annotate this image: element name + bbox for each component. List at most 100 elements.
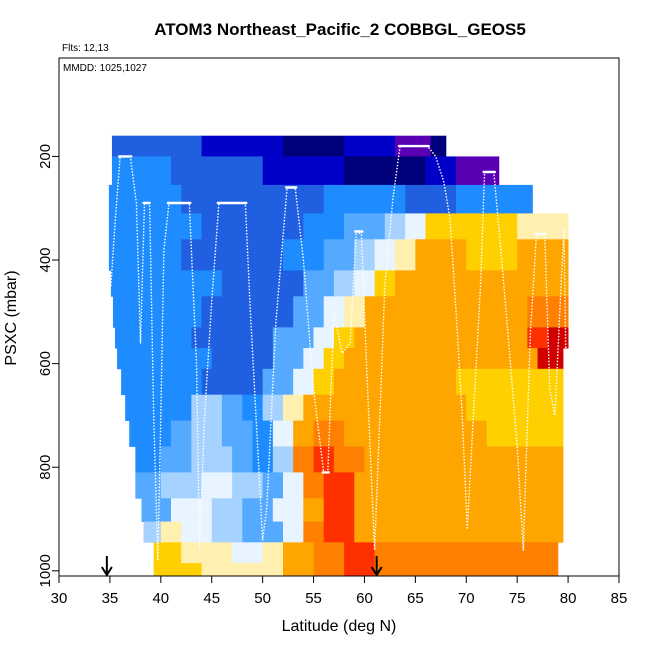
chart-title: ATOM3 Northeast_Pacific_2 COBBGL_GEOS5 xyxy=(154,20,526,39)
heatmap-cell xyxy=(324,239,355,270)
heatmap-cell xyxy=(426,213,452,239)
heatmap-cell xyxy=(303,213,344,239)
heatmap-cell xyxy=(161,472,202,498)
heatmap-cell xyxy=(517,213,568,239)
heatmap-cell xyxy=(273,348,304,369)
heatmap-cell xyxy=(263,369,294,395)
heatmap-cell xyxy=(344,296,365,327)
heatmap-cell xyxy=(202,563,243,576)
heatmap-cell xyxy=(109,213,202,239)
dates-label: MMDD: 1025,1027 xyxy=(63,63,147,74)
heatmap-cell xyxy=(354,498,563,522)
x-tick-label: 80 xyxy=(560,590,577,607)
heatmap-cell xyxy=(293,421,314,447)
heatmap-cell xyxy=(111,270,222,296)
heatmap-cell xyxy=(451,213,518,239)
heatmap-cell xyxy=(242,498,273,522)
heatmap-cell xyxy=(222,395,243,421)
heatmap-cell xyxy=(466,239,517,270)
heatmap-cell xyxy=(112,136,202,157)
y-tick-label: 600 xyxy=(37,351,54,376)
heatmap-cell xyxy=(303,472,324,498)
heatmap-cell xyxy=(252,447,273,473)
y-tick-label: 1000 xyxy=(37,554,54,587)
heatmap-cell xyxy=(263,542,284,563)
heatmap-cell xyxy=(324,522,355,543)
heatmap-cell xyxy=(117,348,212,369)
heatmap-cell xyxy=(181,239,283,270)
heatmap-cell xyxy=(385,213,406,239)
x-tick-label: 75 xyxy=(509,590,526,607)
heatmap-cell xyxy=(344,395,467,421)
heatmap-cell xyxy=(487,421,564,447)
heatmap-cell xyxy=(314,327,335,348)
x-tick-label: 70 xyxy=(458,590,475,607)
heatmap-cell xyxy=(273,421,294,447)
heatmap-cell xyxy=(375,563,559,576)
heatmap-cell xyxy=(212,348,273,369)
heatmap-cell xyxy=(375,542,559,563)
heatmap-cell xyxy=(538,348,564,369)
heatmap-cell xyxy=(212,522,243,543)
y-axis: 200 400 600 800 1000 xyxy=(37,144,59,588)
heatmap-cell xyxy=(314,447,335,473)
heatmap-cell xyxy=(303,395,344,421)
heatmap-cell xyxy=(303,498,324,522)
x-tick-label: 40 xyxy=(152,590,169,607)
heatmap-cell xyxy=(263,156,345,185)
heatmap-cell xyxy=(364,296,425,327)
heatmap-cell xyxy=(109,185,182,214)
heatmap-cell xyxy=(273,498,304,522)
heatmap-cell xyxy=(354,239,375,270)
y-tick-label: 800 xyxy=(37,455,54,480)
heatmap-cell xyxy=(334,447,365,473)
heatmap-cell xyxy=(314,542,345,563)
heatmap-cell xyxy=(191,395,222,421)
heatmap-cell xyxy=(129,421,171,447)
heatmap-cell xyxy=(456,369,563,395)
heatmap-cell xyxy=(344,542,375,563)
heatmap-cell xyxy=(202,136,284,157)
heatmap-cell xyxy=(344,213,385,239)
heatmap-cell xyxy=(375,270,396,296)
heatmap-cell xyxy=(222,421,253,447)
x-axis: 30 35 40 45 50 55 60 65 70 75 80 85 xyxy=(51,576,628,607)
heatmap-cell xyxy=(202,542,233,563)
heatmap-cell xyxy=(115,327,192,348)
heatmap-cell xyxy=(344,136,395,157)
y-axis-label: PSXC (mbar) xyxy=(3,270,20,365)
chart: ATOM3 Northeast_Pacific_2 COBBGL_GEOS5 F… xyxy=(0,0,650,650)
heatmap-cell xyxy=(354,270,375,296)
x-tick-label: 65 xyxy=(407,590,424,607)
heatmap-cell xyxy=(212,498,243,522)
heatmap-cell xyxy=(283,395,304,421)
heatmap-cell xyxy=(283,563,314,576)
heatmap-cell xyxy=(242,563,283,576)
flights-label: Flts: 12,13 xyxy=(62,43,109,54)
x-tick-label: 55 xyxy=(305,590,322,607)
heatmap-cell xyxy=(242,395,263,421)
heatmap-cell xyxy=(303,522,324,543)
heatmap-cell xyxy=(161,447,192,473)
heatmap-cell xyxy=(191,327,273,348)
heatmap-cell xyxy=(395,270,456,296)
heatmap-cell xyxy=(113,296,202,327)
x-axis-label: Latitude (deg N) xyxy=(282,618,397,635)
heatmap-cell xyxy=(456,185,533,214)
heatmap-cell xyxy=(112,156,171,185)
heatmap-cell xyxy=(171,421,192,447)
heatmap-cell xyxy=(334,270,355,296)
heatmap-cell xyxy=(283,136,344,157)
heatmap-cell xyxy=(446,348,538,369)
heatmap-cell xyxy=(334,369,457,395)
heatmap-cell xyxy=(395,239,416,270)
heatmap-cell xyxy=(426,296,528,327)
heatmap-cell xyxy=(324,498,355,522)
heatmap-cell xyxy=(171,498,212,522)
heatmap-cell xyxy=(314,563,345,576)
y-tick-label: 400 xyxy=(37,247,54,272)
x-tick-label: 60 xyxy=(356,590,373,607)
heatmap-cell xyxy=(232,542,263,563)
heatmap-cell xyxy=(263,395,284,421)
heatmap-cell xyxy=(517,239,568,270)
